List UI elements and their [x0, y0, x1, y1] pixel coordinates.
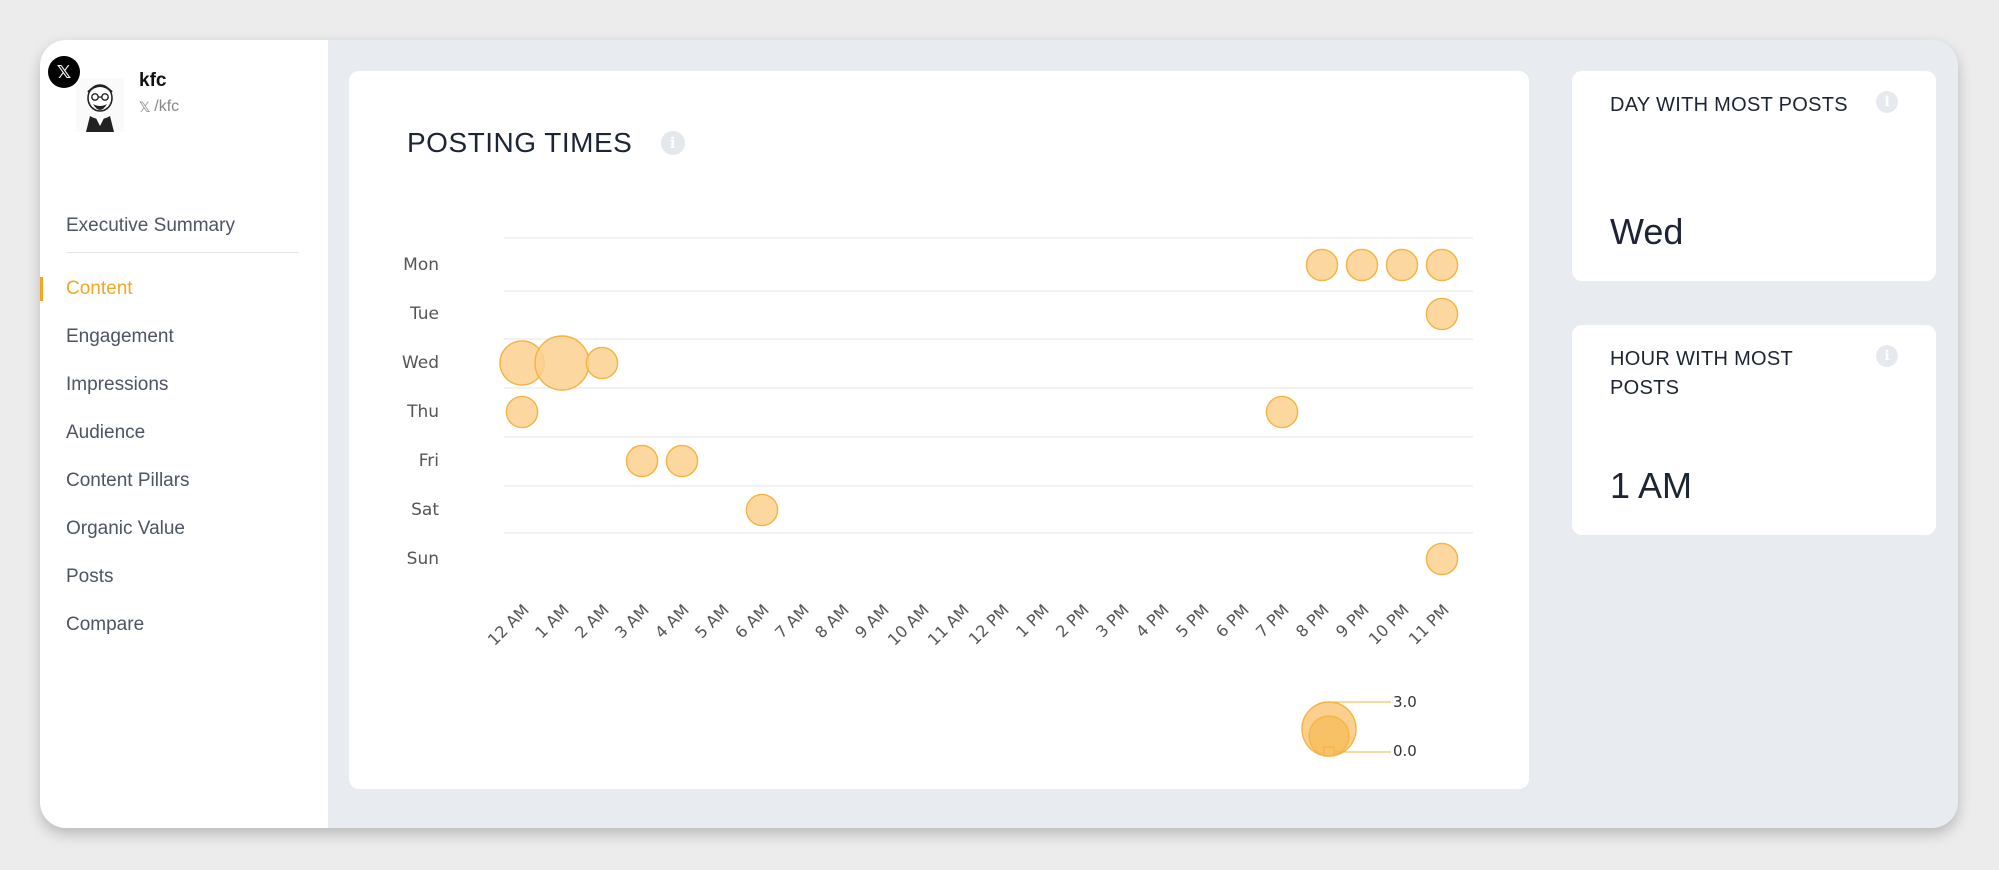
- x-tick-label: 7 PM: [1252, 600, 1293, 641]
- sidebar-item-impressions[interactable]: Impressions: [66, 374, 169, 395]
- bubble: [534, 335, 590, 391]
- x-tick-label: 8 PM: [1292, 600, 1333, 641]
- info-icon[interactable]: i: [1876, 91, 1898, 113]
- day-most-posts-label: DAY WITH MOST POSTS: [1610, 94, 1848, 116]
- x-tick-label: 11 PM: [1405, 600, 1453, 648]
- x-tick-label: 8 AM: [811, 600, 853, 642]
- x-tick-label: 2 PM: [1052, 600, 1093, 641]
- y-tick-label: Mon: [403, 255, 439, 275]
- x-tick-label: 10 AM: [884, 600, 933, 649]
- size-legend-min-label: 0.0: [1393, 742, 1417, 760]
- hour-most-posts-card: HOUR WITH MOST POSTS i 1 AM: [1572, 325, 1936, 535]
- app-window: 𝕏 kfc 𝕏 /kfc E: [40, 40, 1958, 828]
- day-most-posts-card: DAY WITH MOST POSTS i Wed: [1572, 71, 1936, 281]
- x-tick-label: 12 AM: [484, 600, 533, 649]
- y-tick-label: Wed: [402, 353, 439, 373]
- x-logo-icon: 𝕏: [139, 98, 151, 115]
- x-tick-label: 4 PM: [1132, 600, 1173, 641]
- y-tick-label: Sun: [407, 549, 439, 569]
- size-legend-mid-bubble: [1308, 715, 1350, 757]
- sidebar-item-organic-value[interactable]: Organic Value: [66, 518, 185, 539]
- day-most-posts-value: Wed: [1610, 211, 1684, 252]
- size-legend-min-mark: [1323, 746, 1335, 757]
- bubble: [505, 395, 539, 429]
- y-tick-label: Sat: [411, 500, 439, 520]
- sidebar: 𝕏 kfc 𝕏 /kfc E: [40, 40, 328, 828]
- bubble: [625, 444, 659, 478]
- sidebar-item-content[interactable]: Content: [40, 265, 328, 313]
- bubble: [1265, 395, 1299, 429]
- bubble: [1425, 297, 1459, 331]
- sidebar-item-posts[interactable]: Posts: [66, 566, 114, 587]
- chart-title: POSTING TIMES i: [407, 127, 685, 159]
- sidebar-item-executive-summary[interactable]: Executive Summary: [66, 215, 235, 236]
- sidebar-item-audience[interactable]: Audience: [66, 422, 146, 443]
- x-tick-label: 1 AM: [531, 600, 573, 642]
- sidebar-divider: [66, 252, 299, 253]
- posting-times-card: Mon Tue Wed Thu Fri Sat Sun 12 AM 1 AM 2 AM 3 AM 4 …: [349, 71, 1529, 789]
- x-tick-label: 5 AM: [691, 600, 733, 642]
- size-legend-max-label: 3.0: [1393, 693, 1417, 711]
- x-tick-label: 12 PM: [965, 600, 1013, 648]
- x-logo-icon: 𝕏: [48, 56, 80, 88]
- x-tick-label: 1 PM: [1012, 600, 1053, 641]
- y-tick-label: Thu: [406, 402, 439, 422]
- bubble: [1425, 542, 1459, 576]
- info-icon[interactable]: i: [1876, 345, 1898, 367]
- x-tick-label: 3 AM: [611, 600, 653, 642]
- bubble: [1345, 248, 1379, 282]
- sidebar-item-compare[interactable]: Compare: [66, 614, 145, 635]
- brand-handle: 𝕏 /kfc: [139, 98, 179, 116]
- chart-title-text: POSTING TIMES: [407, 127, 633, 158]
- colonel-logo-icon: [76, 78, 124, 132]
- x-tick-label: 6 AM: [731, 600, 773, 642]
- info-icon[interactable]: i: [661, 131, 685, 155]
- x-tick-label: 4 AM: [651, 600, 693, 642]
- x-tick-label: 11 AM: [924, 600, 973, 649]
- brand-name: kfc: [139, 70, 167, 91]
- hour-most-posts-label: HOUR WITH MOST POSTS: [1610, 348, 1793, 399]
- y-tick-label: Fri: [419, 451, 439, 471]
- sidebar-item-engagement[interactable]: Engagement: [66, 326, 174, 347]
- x-tick-label: 10 PM: [1365, 600, 1413, 648]
- brand-handle-text: /kfc: [154, 98, 180, 115]
- profile-header: 𝕏 kfc 𝕏 /kfc: [48, 56, 318, 146]
- y-tick-label: Tue: [409, 304, 439, 324]
- sidebar-nav: Executive Summary Content Engagement Imp…: [40, 202, 328, 649]
- bubble: [585, 346, 619, 380]
- x-tick-label: 5 PM: [1172, 600, 1213, 641]
- sidebar-item-content-pillars[interactable]: Content Pillars: [66, 470, 190, 491]
- avatar: [76, 78, 124, 132]
- bubble: [1305, 248, 1339, 282]
- hour-most-posts-value: 1 AM: [1610, 465, 1693, 506]
- bubble: [745, 493, 779, 527]
- bubble: [1385, 248, 1419, 282]
- x-tick-label: 3 PM: [1092, 600, 1133, 641]
- bubble: [665, 444, 699, 478]
- x-tick-label: 6 PM: [1212, 600, 1253, 641]
- x-tick-label: 2 AM: [571, 600, 613, 642]
- bubble: [1425, 248, 1459, 282]
- x-tick-label: 7 AM: [771, 600, 813, 642]
